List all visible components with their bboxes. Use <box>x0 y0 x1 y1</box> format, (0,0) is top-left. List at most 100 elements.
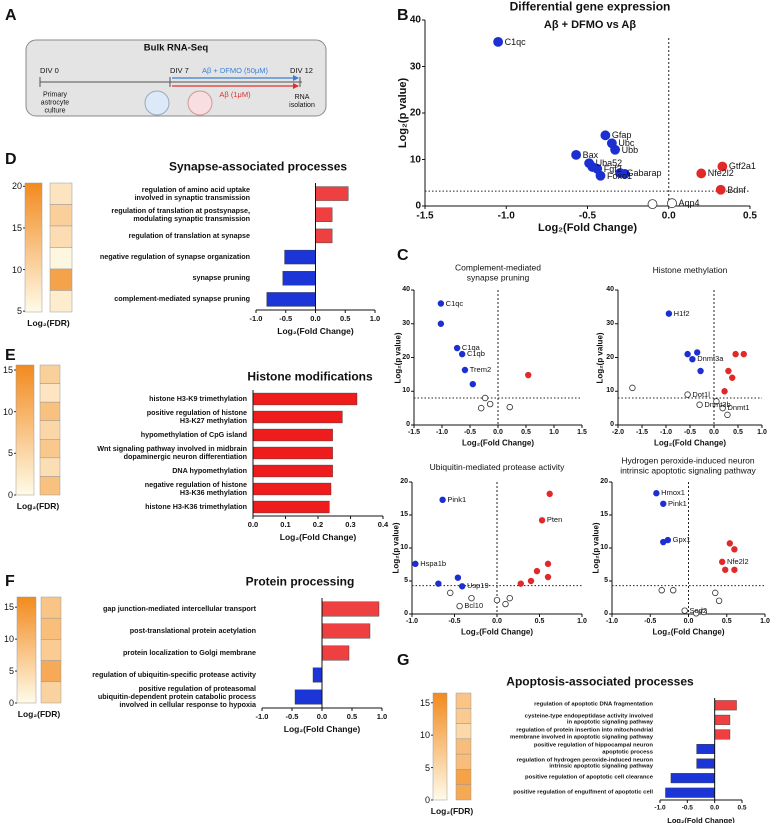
point-label: C1qb <box>466 348 485 358</box>
x-tick-label: 0.5 <box>733 429 743 437</box>
point <box>600 130 611 141</box>
heat-cell <box>49 225 73 248</box>
category-label: complement-mediated synapse pruning <box>114 294 250 304</box>
category-label: positive regulation of apoptotic cell cl… <box>525 774 653 781</box>
point <box>718 558 726 566</box>
heat-cell <box>49 247 73 270</box>
x-axis-label: Log₂(Fold Change) <box>283 723 361 734</box>
point-label: Gfap <box>611 130 632 141</box>
bar <box>315 228 333 244</box>
x-tick-label: -1.0 <box>255 711 269 721</box>
y-tick-label: 30 <box>606 319 614 327</box>
x-tick-label: 0.5 <box>346 711 358 721</box>
y-tick-label: 30 <box>409 60 421 72</box>
point-label: Ubc <box>618 138 635 149</box>
point-label: Dnmt3a <box>697 353 724 363</box>
diagram-note: RNA isolation <box>289 94 315 109</box>
point-label: C1qc <box>504 36 526 47</box>
heat-cell <box>49 268 73 291</box>
bar <box>252 482 332 496</box>
point <box>481 394 489 402</box>
x-tick-label: -1.0 <box>654 804 666 812</box>
point-label: Fgf2 <box>603 163 622 174</box>
x-axis-label: Log₂(Fold Change) <box>277 325 354 336</box>
cell-icon <box>187 90 213 116</box>
x-tick-label: -1.5 <box>635 429 649 437</box>
x-tick-label: -1.0 <box>605 618 619 626</box>
point <box>533 567 541 575</box>
bar <box>252 392 358 406</box>
chart-title: Protein processing <box>245 574 355 589</box>
bar <box>321 601 380 617</box>
chart-subtitle: Aβ + DFMO vs Aβ <box>543 18 637 31</box>
colorbar-tick-label: 10 <box>419 730 430 741</box>
heat-cell <box>39 457 61 477</box>
point-label: Pink1 <box>447 494 467 504</box>
x-tick-label: -1.5 <box>407 429 421 437</box>
colorbar <box>16 596 37 704</box>
x-tick-label: 0.5 <box>340 313 351 323</box>
colorbar-tick-label: 10 <box>2 406 13 417</box>
x-tick-label: 0.1 <box>280 519 291 529</box>
bar <box>714 729 731 740</box>
x-tick-label: -2.0 <box>611 429 625 437</box>
heat-cell <box>40 596 62 619</box>
chart-title: Synapse-associated processes <box>168 159 348 174</box>
colorbar-label: Log₂(FDR) <box>16 501 60 512</box>
colorbar-tick-label: 5 <box>16 306 22 317</box>
bar <box>714 700 737 711</box>
colorbar-label: Log₂(FDR) <box>27 318 70 329</box>
point <box>619 169 630 179</box>
treatment: Aβ (1μM) <box>219 89 251 99</box>
x-tick-label: 0.0 <box>247 519 259 529</box>
bar <box>284 249 316 265</box>
treatment: Aβ + DFMO (50μM) <box>202 65 268 75</box>
category-label: regulation of ubiquitin-specific proteas… <box>92 669 256 679</box>
x-axis-label: Log₂(Fold Change) <box>462 438 534 448</box>
y-tick-label: 0 <box>604 610 608 618</box>
x-tick-label: 0.0 <box>310 313 321 323</box>
timepoint: DIV 0 <box>40 65 59 75</box>
chart-title: Hydrogen peroxide-induced neuron intrins… <box>620 455 756 475</box>
category-label: cysteine-type endopeptidase activity inv… <box>524 713 653 726</box>
category-label: regulation of amino acid uptake involved… <box>134 184 250 202</box>
x-tick-label: 0.5 <box>534 618 545 626</box>
chart-title: Histone modifications <box>247 369 373 384</box>
x-tick-label: 0.0 <box>709 429 719 437</box>
point <box>732 350 739 358</box>
point <box>453 344 461 352</box>
y-tick-label: 20 <box>409 107 421 119</box>
y-tick-label: 0 <box>406 421 410 429</box>
x-axis-label: Log₂(Fold Change) <box>652 627 725 637</box>
point <box>486 400 494 408</box>
point-label: Uba52 <box>595 158 623 169</box>
point <box>694 349 701 356</box>
y-tick-label: 20 <box>606 353 614 361</box>
category-label: post-translational protein acetylation <box>129 625 256 635</box>
point-label: Bax <box>582 149 599 160</box>
cell-icon <box>144 90 170 116</box>
bar <box>252 500 330 514</box>
x-tick-label: 1.0 <box>760 618 770 626</box>
x-tick-label: 1.0 <box>369 313 381 323</box>
y-tick-label: 15 <box>600 511 608 519</box>
y-tick-label: 40 <box>409 14 421 26</box>
category-label: regulation of protein insertion into mit… <box>509 727 653 741</box>
category-label: negative regulation of histone H3-K36 me… <box>144 479 247 497</box>
heat-cell <box>39 383 61 403</box>
heat-cell <box>39 401 61 421</box>
bar <box>315 207 333 222</box>
bar <box>696 743 715 755</box>
point <box>629 384 636 392</box>
heat-cell <box>49 182 73 205</box>
colorbar-tick-label: 0 <box>8 697 14 708</box>
point-label: Dnmt1 <box>727 402 750 412</box>
bar <box>282 271 316 286</box>
point-label: Gabarap <box>626 167 662 178</box>
y-tick-label: 5 <box>404 577 408 585</box>
heat-cell <box>39 439 61 459</box>
category-label: hypomethylation of CpG island <box>140 429 247 439</box>
x-tick-label: 1.0 <box>757 429 767 437</box>
point <box>715 597 723 604</box>
diagram-title: Bulk RNA-Seq <box>143 42 209 54</box>
